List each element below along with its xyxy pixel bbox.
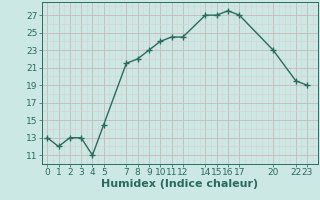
X-axis label: Humidex (Indice chaleur): Humidex (Indice chaleur) xyxy=(101,179,259,189)
